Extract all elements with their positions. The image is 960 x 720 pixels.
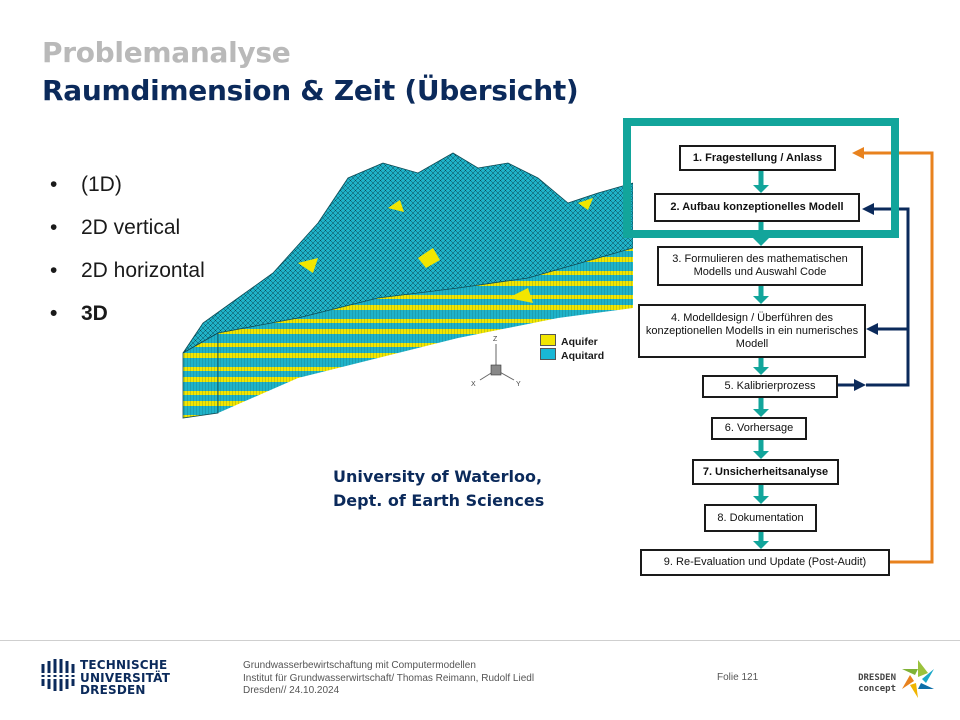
place-date: Dresden// 24.10.2024 [243, 685, 340, 696]
axis-z-label: Z [493, 336, 498, 343]
flow-step-6: 6. Vorhersage [711, 417, 807, 440]
bullet-text: 3D [81, 302, 108, 325]
credit-line: Dept. of Earth Sciences [333, 491, 545, 510]
bullet-item: • 2D vertical [50, 213, 205, 256]
university-line: UNIVERSITÄT [80, 670, 171, 685]
bullet-item: • (1D) [50, 170, 205, 213]
course-title: Grundwasserbewirtschaftung mit Computerm… [243, 660, 476, 671]
axis-triad-icon: Z X Y [471, 336, 521, 388]
legend-entry: Aquifer [540, 334, 604, 348]
slide-title: Raumdimension & Zeit (Übersicht) [42, 74, 579, 107]
footer-info: Grundwasserbewirtschaftung mit Computerm… [243, 660, 534, 698]
bullet-text: 2D vertical [81, 216, 181, 239]
flow-step-9: 9. Re-Evaluation und Update (Post-Audit) [640, 549, 890, 576]
partner-line: concept [858, 684, 896, 694]
flow-step-8: 8. Dokumentation [704, 504, 817, 532]
university-line: TECHNISCHE [80, 658, 168, 672]
university-line: DRESDEN [80, 683, 146, 697]
bullet-list: • (1D) • 2D vertical • 2D horizontal • 3D [50, 170, 205, 342]
legend-swatch [540, 348, 556, 360]
bullet-item: • 2D horizontal [50, 256, 205, 299]
bullet-item: • 3D [50, 299, 205, 342]
image-credit: University of Waterloo, Dept. of Earth S… [333, 465, 544, 513]
institute-authors: Institut für Grundwasserwirtschaft/ Thom… [243, 672, 535, 684]
flow-step-5: 5. Kalibrierprozess [702, 375, 838, 398]
axis-x-label: X [471, 381, 476, 388]
tu-dresden-logo-icon [41, 659, 75, 691]
legend-label: Aquifer [561, 336, 598, 348]
bullet-dot: • [50, 173, 58, 196]
bullet-text: 2D horizontal [81, 259, 205, 282]
flow-step-3: 3. Formulieren des mathematischen Modell… [657, 246, 863, 286]
slide-number: Folie 121 [717, 672, 759, 683]
axis-y-label: Y [516, 381, 521, 388]
model-legend: Aquifer Aquitard [540, 334, 604, 362]
dresden-concept-logo-icon [902, 660, 934, 698]
partner-name: DRESDEN concept [846, 673, 896, 695]
groundwater-model-3d-image [182, 152, 633, 419]
footer-divider [0, 640, 960, 641]
step-highlight-frame [623, 118, 899, 238]
flow-step-7: 7. Unsicherheitsanalyse [692, 459, 839, 485]
flow-step-4: 4. Modelldesign / Überführen des konzept… [638, 304, 866, 358]
university-name: TECHNISCHE UNIVERSITÄT DRESDEN [80, 659, 170, 697]
bullet-dot: • [50, 302, 58, 325]
bullet-dot: • [50, 216, 58, 239]
section-title: Problemanalyse [42, 36, 291, 69]
flow-step-2: 2. Aufbau konzeptionelles Modell [654, 193, 860, 222]
partner-line: DRESDEN [858, 673, 896, 683]
credit-line: University of Waterloo, [333, 467, 543, 486]
bullet-text: (1D) [81, 173, 122, 196]
legend-entry: Aquitard [540, 348, 604, 362]
bullet-dot: • [50, 259, 58, 282]
legend-swatch [540, 334, 556, 346]
flow-step-1: 1. Fragestellung / Anlass [679, 145, 836, 171]
legend-label: Aquitard [561, 350, 605, 362]
